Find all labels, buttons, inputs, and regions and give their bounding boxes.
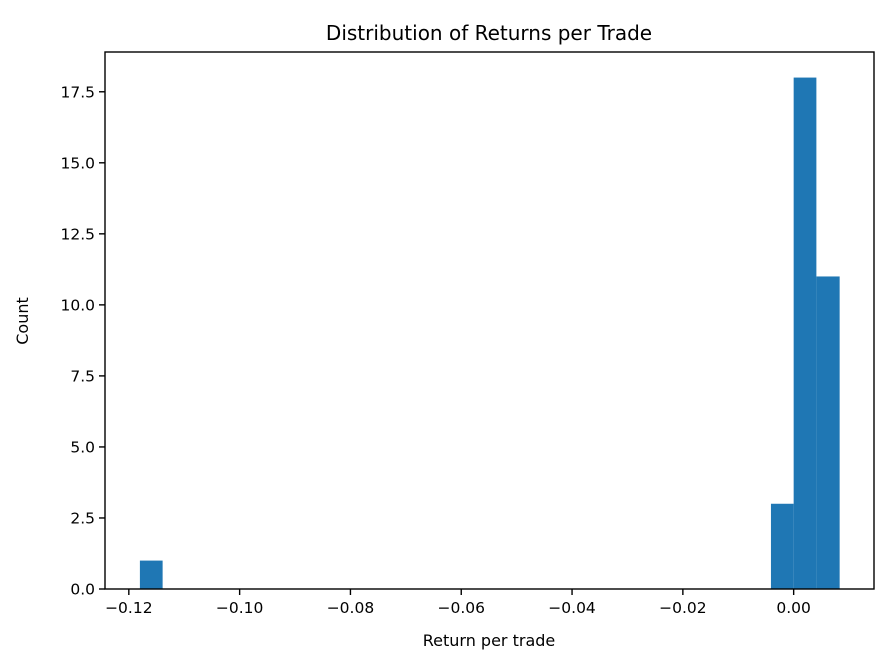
y-axis-ticks: 0.0 2.5 5.0 7.5 10.0 12.5 15.0 17.5 xyxy=(60,83,105,599)
y-tick-label: 5.0 xyxy=(70,438,95,456)
y-tick-label: 10.0 xyxy=(60,296,95,314)
y-axis-label: Count xyxy=(13,297,32,345)
x-axis-ticks: −0.12 −0.10 −0.08 −0.06 −0.04 −0.02 0.00 xyxy=(105,589,811,617)
plot-frame xyxy=(104,51,875,590)
histogram-bars xyxy=(139,77,840,589)
histogram-bar xyxy=(816,276,840,589)
x-tick-label: −0.04 xyxy=(548,599,596,617)
y-tick-label: 17.5 xyxy=(60,83,95,101)
x-tick-label: −0.12 xyxy=(105,599,153,617)
x-tick-label: −0.10 xyxy=(216,599,264,617)
x-tick-label: −0.06 xyxy=(437,599,485,617)
histogram-bar xyxy=(139,560,163,589)
y-tick-label: 0.0 xyxy=(70,581,95,599)
x-axis-label: Return per trade xyxy=(423,631,556,650)
histogram-bar xyxy=(770,503,794,589)
chart-title: Distribution of Returns per Trade xyxy=(326,21,652,45)
x-tick-label: −0.08 xyxy=(327,599,375,617)
y-tick-label: 7.5 xyxy=(70,367,95,385)
y-tick-label: 2.5 xyxy=(70,509,95,527)
x-tick-label: 0.00 xyxy=(776,599,811,617)
y-tick-label: 15.0 xyxy=(60,154,95,172)
x-tick-label: −0.02 xyxy=(659,599,707,617)
y-tick-label: 12.5 xyxy=(60,225,95,243)
histogram-bar xyxy=(793,77,817,589)
